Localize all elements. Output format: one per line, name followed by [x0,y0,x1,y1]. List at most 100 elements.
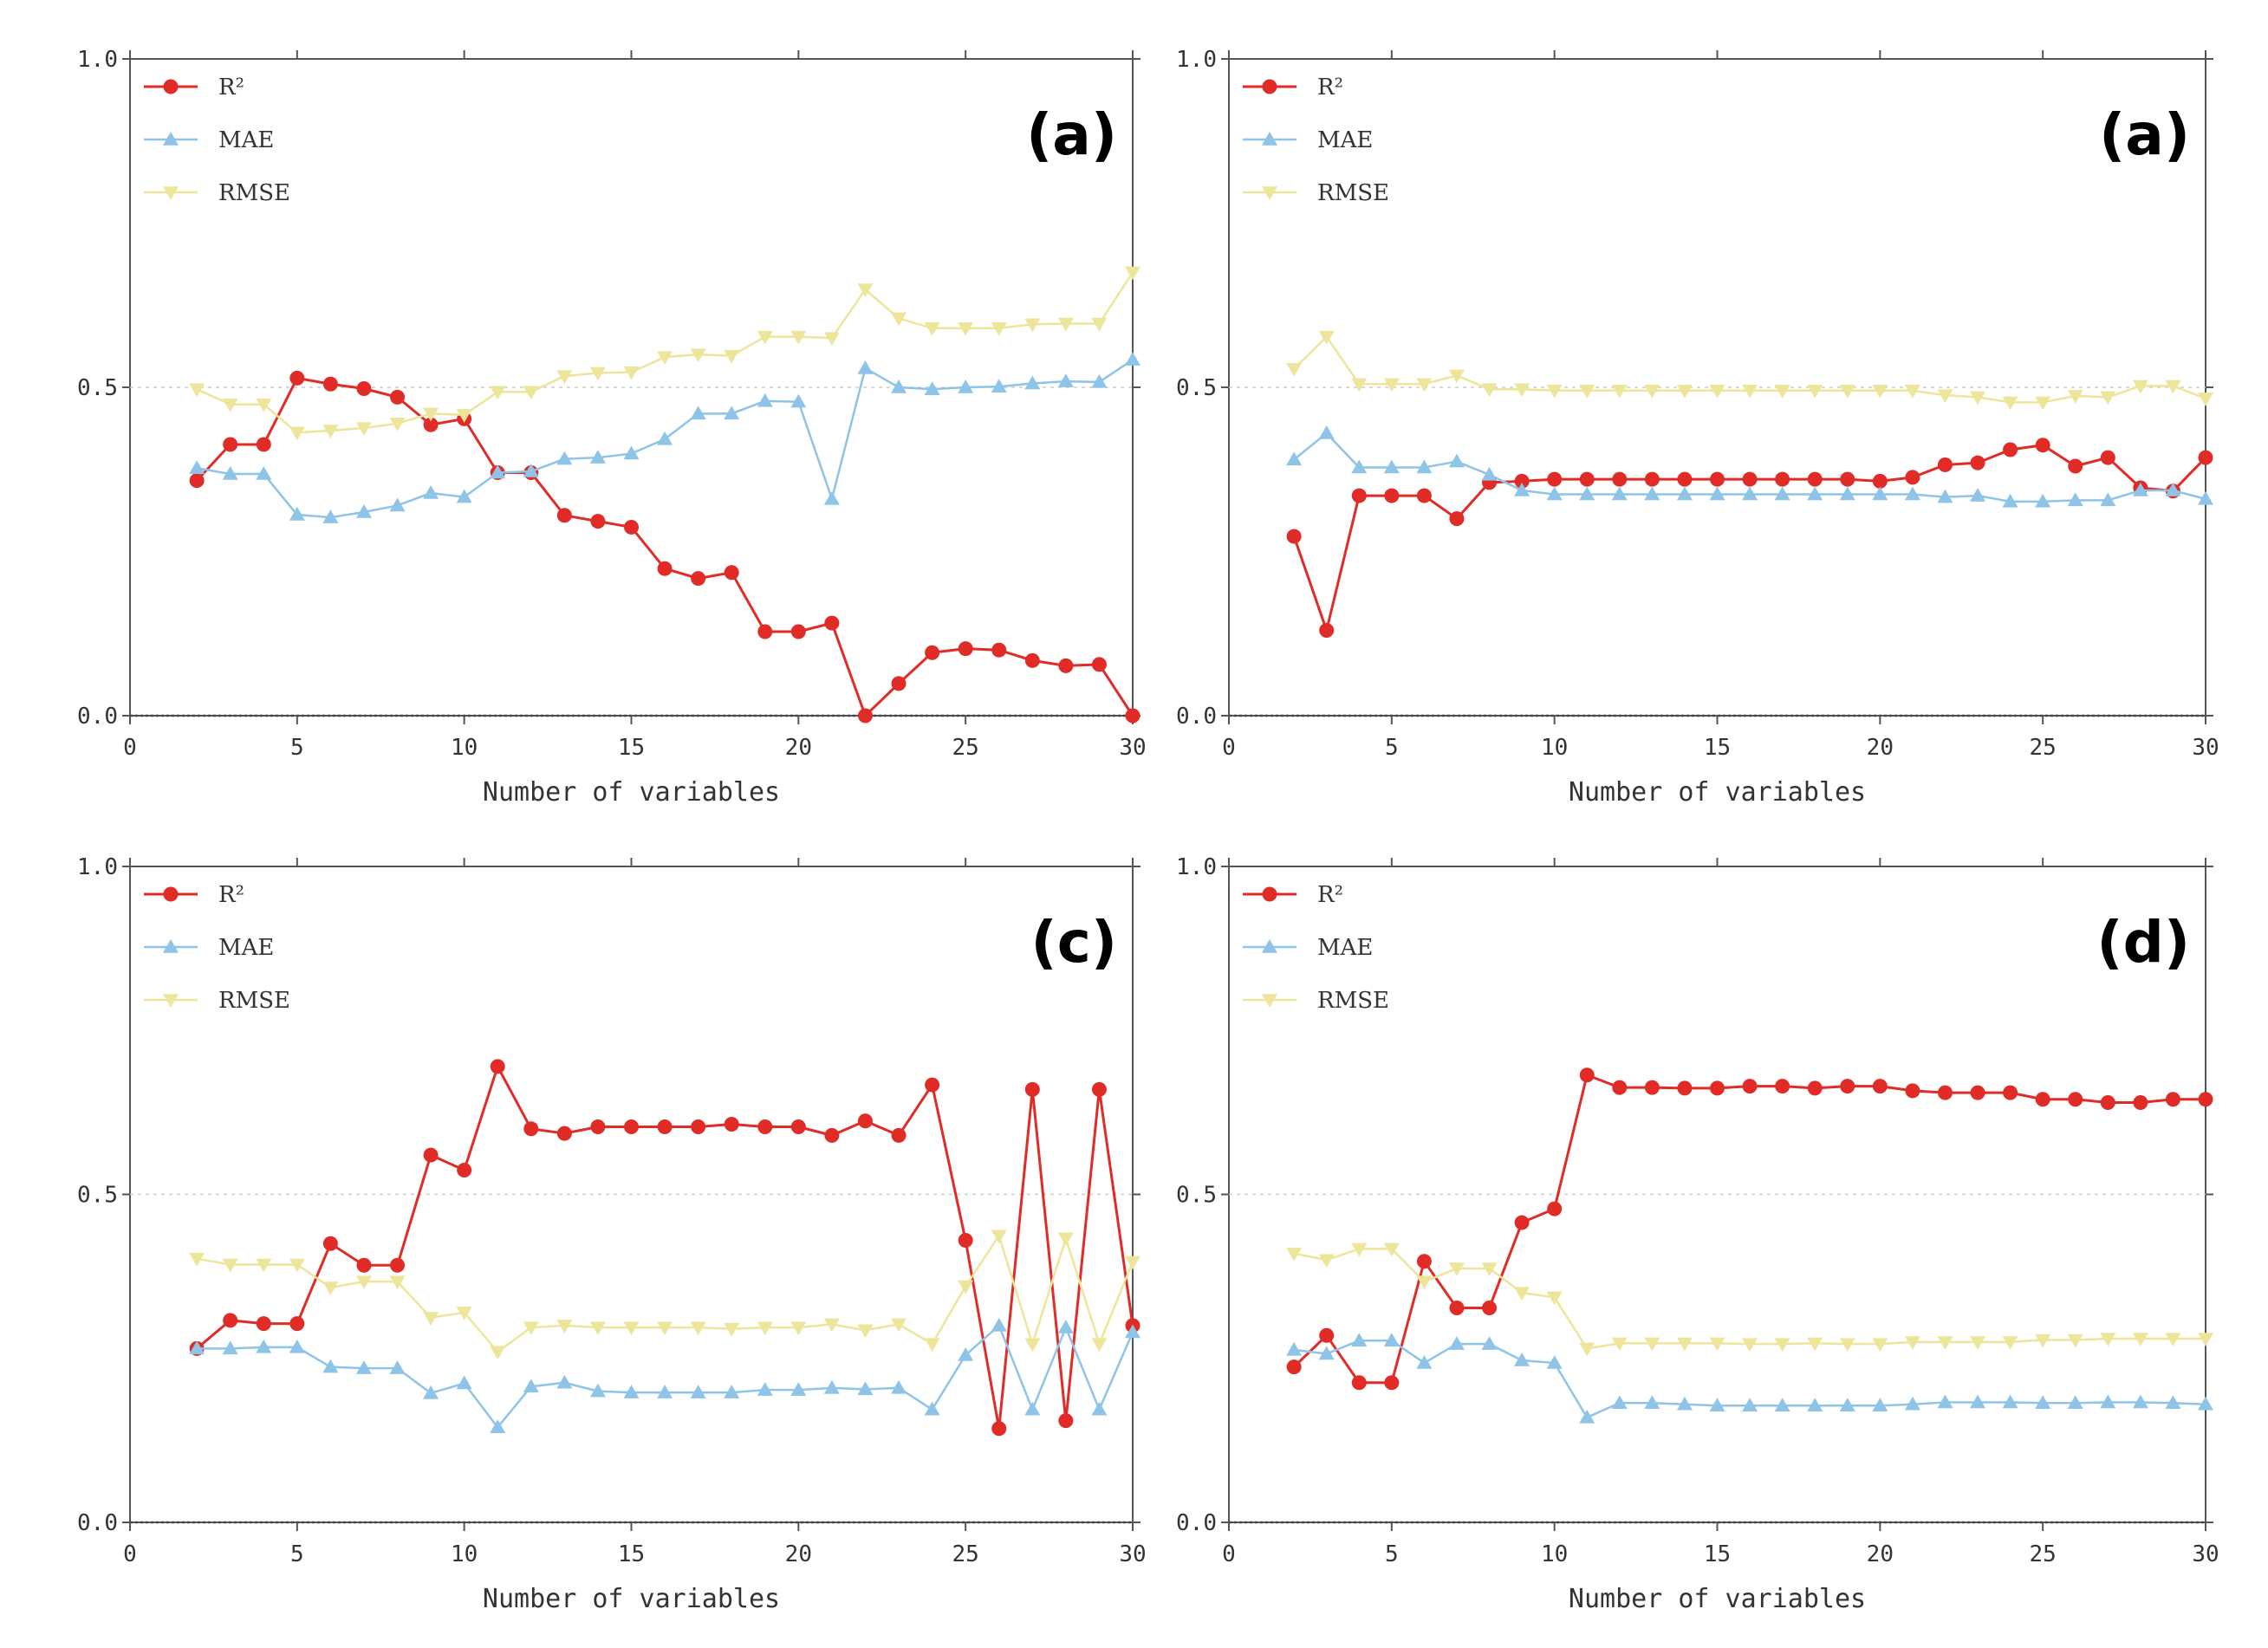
series-1-point [1091,1401,1108,1416]
series-1-point [1057,1320,1074,1333]
series-1-point [857,1381,874,1396]
series-1-point [289,1339,305,1353]
series-1-point [2067,492,2083,507]
series-1-point [924,1401,940,1416]
x-tick-label: 10 [1541,1541,1568,1567]
series-1-point [1351,1333,1368,1347]
series-0-point [824,1127,840,1143]
series-1-point [757,393,773,407]
series-0-point [624,519,639,535]
series-0-point [1058,658,1074,673]
series-0-point [2068,1092,2083,1107]
x-tick-label: 0 [123,1541,137,1567]
series-2-point [2067,1333,2083,1348]
series-0-point [657,561,673,576]
series-0-point [423,417,439,432]
series-2-point [1318,330,1335,345]
series-1-point [1481,466,1498,481]
legend-marker [163,939,179,953]
series-0-point [857,708,873,723]
series-1-point [556,1374,573,1389]
series-2-point [1839,385,1855,399]
series-1-point [1872,486,1888,501]
series-1-point [456,489,472,503]
x-tick-label: 15 [1704,1541,1731,1567]
series-0-point [1514,473,1530,489]
x-tick-label: 20 [785,1541,812,1567]
legend-marker [163,886,179,902]
series-2-point [523,1321,539,1336]
series-0-point [1449,511,1465,527]
series-0-point [223,437,238,452]
series-1-point [1448,453,1465,468]
series-1-point [1024,1401,1041,1416]
series-2-point [1383,1242,1400,1257]
series-0-point [1970,455,1985,470]
y-tick-label: 0.0 [77,1510,118,1536]
series-0-point [590,514,606,529]
series-1-point [322,1359,339,1373]
y-tick-label: 0.5 [1176,375,1217,401]
legend-marker [163,79,179,94]
series-0-point [1449,1300,1465,1315]
series-0-point [1351,488,1367,503]
series-2-point [790,1321,807,1336]
series-1-point [1318,1346,1335,1360]
series-2-point [2100,1333,2116,1347]
series-0-point [2100,450,2115,465]
series-0-point [1710,471,1725,487]
series-1-point [1970,488,1986,502]
series-1-point [2035,493,2051,508]
legend-label: R² [1317,882,1343,908]
series-2-point [1481,1262,1498,1277]
series-0-point [624,1119,639,1135]
series-1-point [490,464,506,479]
x-tick-label: 30 [2192,735,2219,761]
series-1-point [1644,486,1660,501]
series-0-point [1937,457,1953,472]
series-2-point [857,1324,874,1339]
series-0-point [390,389,406,405]
series-2-point [857,283,874,298]
y-tick-label: 1.0 [1176,854,1217,880]
series-2-point [256,1258,272,1273]
series-2-point [389,1275,406,1290]
series-0-point [1775,471,1790,487]
series-2-point [322,1281,339,1295]
series-1-point [790,1382,807,1396]
series-2-point [1546,1291,1563,1306]
y-tick-label: 1.0 [1176,47,1217,73]
series-1-point [724,1385,740,1398]
series-0-point [1807,471,1823,487]
series-1-point [2198,1396,2213,1411]
series-1-point [724,406,740,420]
series-0-point [322,376,338,392]
series-2-point [2035,396,2051,411]
series-1-point [1416,459,1433,474]
series-1-point [1611,1395,1628,1409]
series-1-point [2100,492,2116,507]
series-1-point [1091,373,1108,388]
x-tick-label: 5 [290,735,304,761]
series-1-point [891,1379,907,1394]
series-0-point [490,1059,505,1074]
series-2-point [1318,1254,1335,1268]
y-tick-label: 1.0 [77,47,118,73]
series-0-point [1677,1080,1693,1096]
series-2-point [456,409,472,423]
series-1-point [1514,483,1530,496]
series-0-point [891,1127,907,1143]
series-1-point [1579,486,1595,501]
series-line-0 [196,376,1134,718]
series-2-point [1774,1338,1790,1353]
series-1-point [1807,486,1823,501]
x-tick-label: 20 [1867,735,1894,761]
series-0-point [724,565,739,581]
series-2-point [823,1318,840,1333]
series-1-point [1448,1336,1465,1350]
series-1-point [757,1382,773,1396]
series-2-point [1351,1242,1368,1257]
series-2-point [423,1312,439,1326]
chart-panel-4: 0.0 0.5 1.0 0 5 10 15 20 25 30 Number of variables… [1176,854,2219,1614]
